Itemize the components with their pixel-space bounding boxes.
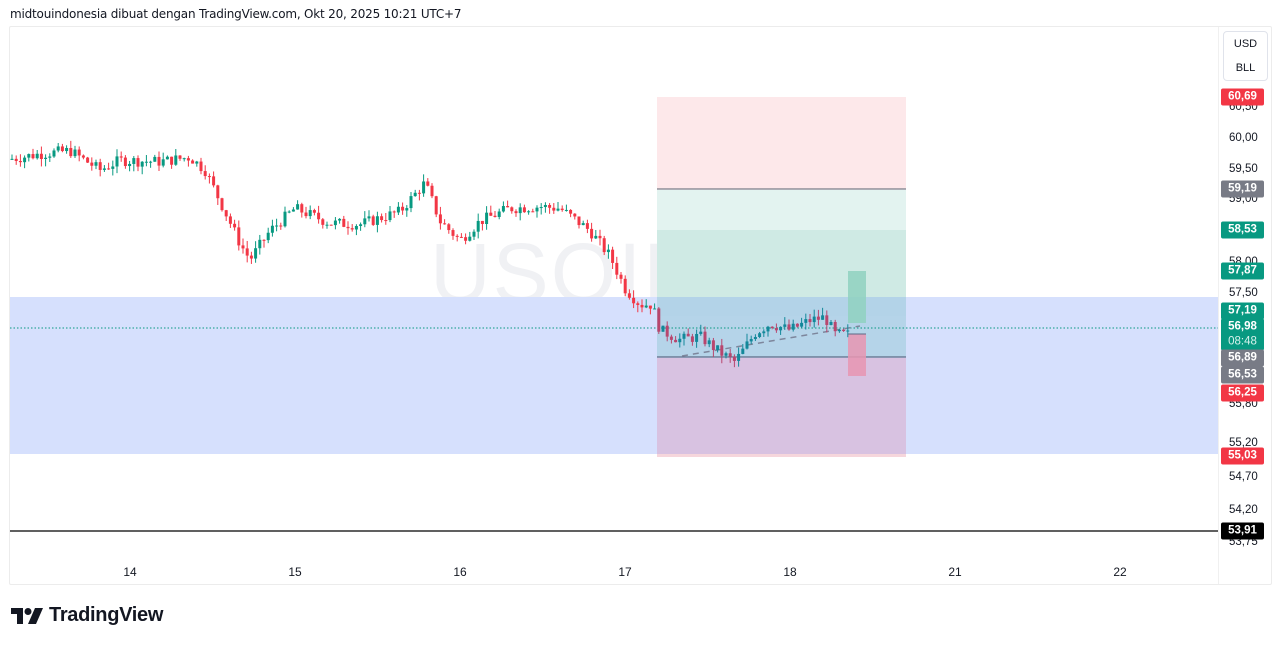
stop-zone-bottom <box>657 454 906 457</box>
price-tick: 60,00 <box>1229 132 1258 144</box>
reward-zone-light <box>657 190 906 230</box>
price-badge-stop-loss: 60,69 <box>1221 88 1264 106</box>
price-tick: 54,20 <box>1229 504 1258 516</box>
price-tick: 59,50 <box>1229 163 1258 175</box>
time-label: 21 <box>948 565 962 579</box>
chart-plot-area[interactable]: USOIL, 30 CFD pada Minyak Mentah WTI <box>10 27 1218 557</box>
time-label: 17 <box>618 565 632 579</box>
candlestick-chart[interactable] <box>10 27 1218 557</box>
bar-countdown-badge: 08:48 <box>1221 333 1264 351</box>
time-label: 18 <box>783 565 797 579</box>
time-axis[interactable]: 14 15 16 17 18 21 22 <box>10 557 1218 585</box>
chart-attribution: midtouindonesia dibuat dengan TradingVie… <box>10 7 462 21</box>
reward-zone-overlap <box>657 297 906 316</box>
time-label: 22 <box>1113 565 1127 579</box>
last-price-badge: 56,98 <box>1221 318 1264 336</box>
tradingview-logo-icon <box>11 607 43 624</box>
currency-unit-button[interactable]: USD BLL <box>1223 31 1268 81</box>
price-axis[interactable]: USD BLL 60,50 60,00 59,50 59,00 58,00 57… <box>1218 27 1272 584</box>
price-tick: 55,20 <box>1229 437 1258 449</box>
currency-label: USD <box>1233 38 1258 50</box>
target-overlap <box>657 316 906 357</box>
price-badge-level: 57,19 <box>1221 302 1264 320</box>
time-label: 15 <box>288 565 302 579</box>
blue-zone-rectangle[interactable] <box>10 297 1218 454</box>
trendline-dashed[interactable] <box>681 325 861 357</box>
time-label: 16 <box>453 565 467 579</box>
tradingview-logo[interactable]: TradingView <box>11 604 163 627</box>
chart-frame <box>9 26 1272 585</box>
long-stop-box[interactable] <box>848 334 866 376</box>
long-target-box[interactable] <box>848 271 866 323</box>
price-badge-entry: 59,19 <box>1221 180 1264 198</box>
price-badge-target: 58,53 <box>1221 221 1264 239</box>
risk-zone[interactable] <box>657 97 906 189</box>
stop-zone-purple <box>657 358 906 454</box>
price-badge-horizontal-line: 53,91 <box>1221 522 1264 540</box>
price-badge-target: 57,87 <box>1221 262 1264 280</box>
price-badge-stop: 55,03 <box>1221 447 1264 465</box>
candles-group <box>10 140 850 368</box>
price-badge-level: 56,89 <box>1221 349 1264 367</box>
price-badge-stop: 56,25 <box>1221 384 1264 402</box>
unit-label: BLL <box>1235 62 1256 74</box>
price-tick: 54,70 <box>1229 471 1258 483</box>
time-label: 14 <box>123 565 137 579</box>
price-tick: 57,50 <box>1229 287 1258 299</box>
price-badge-level: 56,53 <box>1221 366 1264 384</box>
reward-zone-dark <box>657 230 906 297</box>
brand-name: TradingView <box>49 604 164 626</box>
